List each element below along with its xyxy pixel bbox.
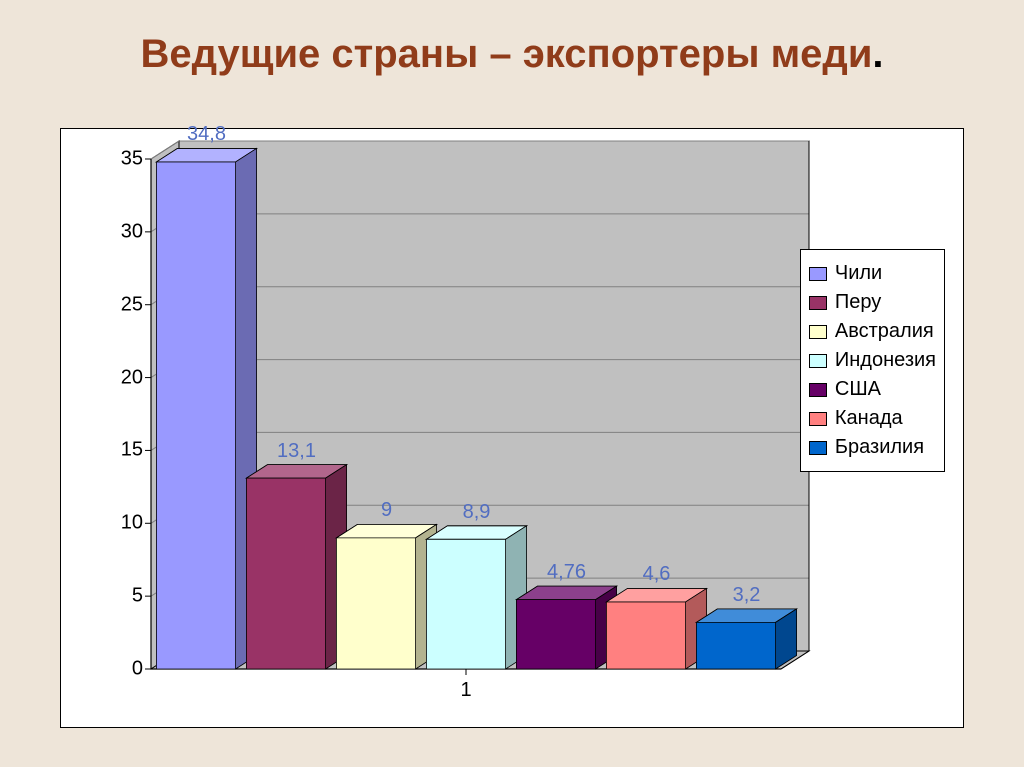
legend-swatch	[809, 325, 827, 339]
legend-label: Индонезия	[835, 349, 936, 372]
y-tick-label: 10	[107, 512, 143, 535]
legend-label: Бразилия	[835, 436, 924, 459]
legend-label: Перу	[835, 291, 881, 314]
legend: Чили Перу Австралия Индонезия США Канада Брази…	[800, 249, 945, 472]
legend-swatch	[809, 296, 827, 310]
bar-value-label: 13,1	[277, 440, 316, 463]
slide-title: Ведущие страны – экспортеры меди.	[0, 32, 1024, 77]
legend-label: Австралия	[835, 320, 934, 343]
legend-item: США	[809, 378, 936, 401]
bar-value-label: 9	[381, 499, 392, 522]
bar-value-label: 8,9	[463, 501, 491, 524]
legend-item: Австралия	[809, 320, 936, 343]
legend-swatch	[809, 383, 827, 397]
title-dot: .	[872, 32, 883, 76]
bar-value-label: 4,6	[643, 563, 671, 586]
legend-label: США	[835, 378, 881, 401]
legend-label: Канада	[835, 407, 903, 430]
bar-value-label: 3,2	[733, 584, 761, 607]
legend-item: Канада	[809, 407, 936, 430]
y-tick-label: 5	[107, 585, 143, 608]
x-category-label: 1	[460, 679, 471, 702]
y-tick-label: 0	[107, 658, 143, 681]
chart-frame: Чили Перу Австралия Индонезия США Канада Брази…	[60, 128, 964, 728]
title-text: Ведущие страны – экспортеры меди	[140, 32, 872, 76]
legend-swatch	[809, 441, 827, 455]
legend-item: Перу	[809, 291, 936, 314]
y-tick-label: 30	[107, 220, 143, 243]
bar-value-label: 34,8	[187, 123, 226, 146]
legend-swatch	[809, 354, 827, 368]
legend-item: Бразилия	[809, 436, 936, 459]
y-tick-label: 25	[107, 293, 143, 316]
legend-item: Индонезия	[809, 349, 936, 372]
y-tick-label: 35	[107, 148, 143, 171]
slide-background: Ведущие страны – экспортеры меди. Чили Пе…	[0, 0, 1024, 767]
legend-label: Чили	[835, 262, 882, 285]
bar-value-label: 4,76	[547, 561, 586, 584]
y-tick-label: 15	[107, 439, 143, 462]
legend-swatch	[809, 412, 827, 426]
legend-item: Чили	[809, 262, 936, 285]
y-tick-label: 20	[107, 366, 143, 389]
legend-swatch	[809, 267, 827, 281]
